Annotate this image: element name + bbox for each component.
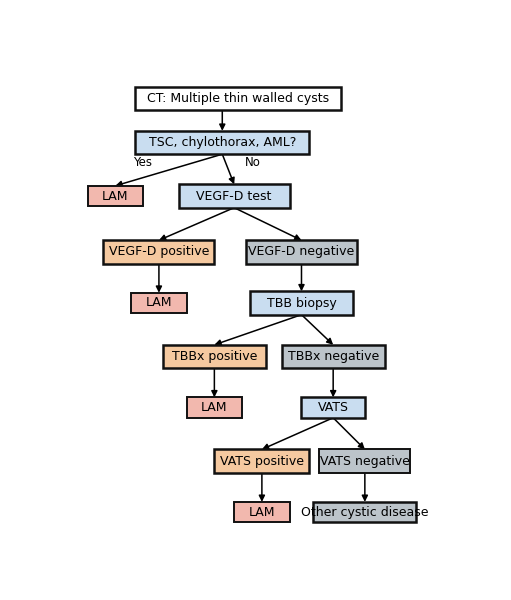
FancyBboxPatch shape — [313, 502, 416, 523]
FancyBboxPatch shape — [187, 397, 242, 418]
Text: Other cystic disease: Other cystic disease — [301, 506, 429, 518]
Text: TBBx positive: TBBx positive — [172, 350, 257, 363]
FancyBboxPatch shape — [135, 131, 310, 154]
Text: LAM: LAM — [146, 296, 172, 310]
FancyBboxPatch shape — [88, 186, 143, 206]
Text: VEGF-D negative: VEGF-D negative — [248, 245, 355, 259]
Text: VATS: VATS — [318, 401, 349, 414]
FancyBboxPatch shape — [215, 449, 310, 473]
Text: VEGF-D positive: VEGF-D positive — [109, 245, 209, 259]
Text: LAM: LAM — [249, 506, 275, 518]
Text: TSC, chylothorax, AML?: TSC, chylothorax, AML? — [149, 136, 296, 149]
Text: TBBx negative: TBBx negative — [288, 350, 379, 363]
FancyBboxPatch shape — [163, 345, 266, 368]
Text: VATS negative: VATS negative — [320, 455, 410, 467]
FancyBboxPatch shape — [250, 292, 353, 314]
FancyBboxPatch shape — [234, 502, 290, 523]
Text: LAM: LAM — [102, 190, 129, 203]
Text: CT: Multiple thin walled cysts: CT: Multiple thin walled cysts — [147, 92, 329, 105]
Text: LAM: LAM — [201, 401, 227, 414]
FancyBboxPatch shape — [319, 449, 410, 473]
Text: VEGF-D test: VEGF-D test — [196, 190, 272, 203]
FancyBboxPatch shape — [301, 397, 365, 418]
FancyBboxPatch shape — [282, 345, 385, 368]
Text: TBB biopsy: TBB biopsy — [267, 296, 336, 310]
FancyBboxPatch shape — [179, 184, 290, 208]
FancyBboxPatch shape — [103, 240, 215, 263]
Text: No: No — [245, 156, 261, 169]
FancyBboxPatch shape — [131, 293, 187, 313]
Text: Yes: Yes — [133, 156, 152, 169]
FancyBboxPatch shape — [246, 240, 357, 263]
Text: VATS positive: VATS positive — [220, 455, 304, 467]
FancyBboxPatch shape — [135, 87, 341, 110]
